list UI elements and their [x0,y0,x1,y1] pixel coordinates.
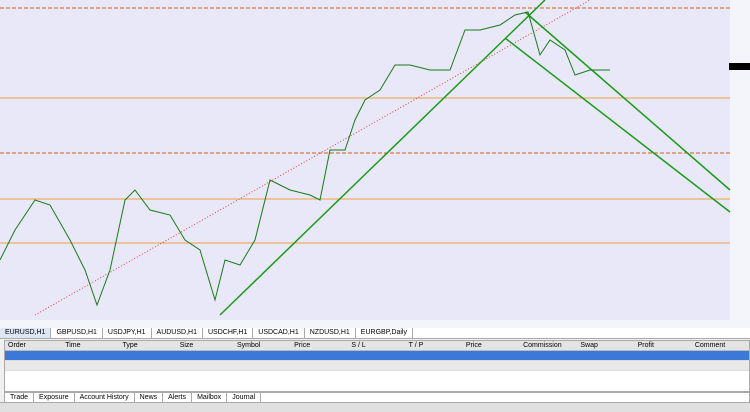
terminal-tab[interactable]: Exposure [34,393,75,403]
column-title[interactable]: Type [122,342,138,349]
terminal-tab[interactable]: News [134,393,164,403]
chart-tab[interactable]: USDCAD,H1 [253,328,305,338]
trade-panel: Order Time Type Size Symbol Price S / L T / P Pr… [4,340,750,392]
trend-line [34,0,591,316]
current-price-marker [729,63,750,70]
column-title[interactable]: Symbol [236,342,261,349]
column-title[interactable]: Size [179,342,194,349]
column-header: Order Time Type Size Symbol Price S / L T / P Pr… [5,341,749,351]
balance-row [5,361,749,371]
terminal-tab[interactable]: Alerts [163,393,193,403]
terminal-tab[interactable]: Account History [74,393,135,403]
chart-tab[interactable]: GBPUSD,H1 [51,328,103,338]
column-title[interactable]: Price [465,342,482,349]
chart-tab[interactable]: AUDUSD,H1 [151,328,203,338]
terminal-tab[interactable]: Trade [5,393,35,403]
terminal-tab[interactable]: Mailbox [192,393,228,403]
column-title[interactable]: Order [8,342,26,349]
chart-tab[interactable]: USDJPY,H1 [102,328,152,338]
column-title[interactable]: Profit [637,342,654,349]
column-title[interactable]: T / P [408,342,424,349]
order-row[interactable] [5,351,749,361]
channel-line [524,11,731,191]
chart-tab[interactable]: NZDUSD,H1 [304,328,356,338]
column-title[interactable]: Comment [694,342,726,349]
trend-line [219,0,546,316]
column-title[interactable]: Commission [523,342,562,349]
channel-line [504,37,731,213]
status-bar [0,402,750,412]
terminal-tab[interactable]: Journal [227,393,262,403]
price-path [0,11,610,307]
chart-tab[interactable]: USDCHF,H1 [202,328,254,338]
chart-tabs: EURUSD,H1 GBPUSD,H1 USDJPY,H1 AUDUSD,H1 USDC… [0,328,750,339]
chart-tab[interactable]: EURUSD,H1 [0,328,52,338]
column-title[interactable]: Price [294,342,311,349]
column-title[interactable]: Time [65,342,81,349]
chart-background [0,0,730,320]
chart-tab[interactable]: EURGBP,Daily [355,328,413,338]
time-axis [0,320,750,328]
column-title[interactable]: S / L [351,342,366,349]
price-chart [0,0,750,328]
price-axis [730,0,750,328]
column-title[interactable]: Swap [580,342,598,349]
